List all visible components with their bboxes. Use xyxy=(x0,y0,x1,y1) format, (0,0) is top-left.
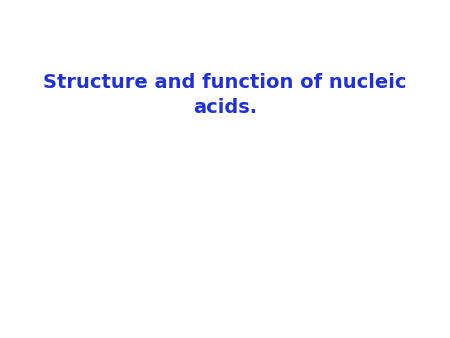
Text: Structure and function of nucleic
acids.: Structure and function of nucleic acids. xyxy=(43,73,407,117)
